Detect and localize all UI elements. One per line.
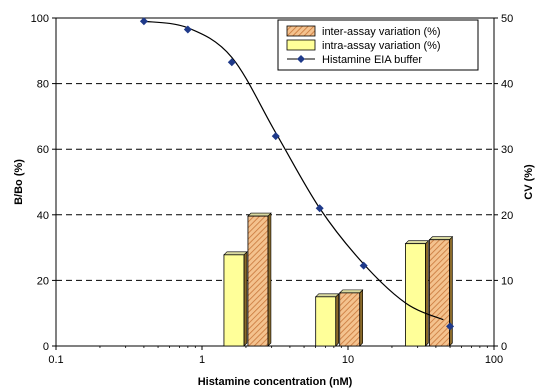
y-tick-label-100: 100 (31, 13, 49, 25)
y2-tick-label-10: 10 (501, 275, 513, 287)
bar-intra-1 (223, 254, 245, 347)
y-tick-label-0: 0 (43, 341, 49, 353)
bar-inter-1-side (267, 212, 272, 347)
series-point-3 (227, 58, 236, 67)
y2-axis-title: CV (%) (523, 164, 535, 200)
legend-label-intra: intra-assay variation (%) (322, 40, 441, 52)
x-axis-title: Histamine concentration (nM) (198, 376, 353, 388)
legend-label-line: Histamine EIA buffer (322, 54, 422, 66)
bar-intra-2-side (335, 293, 339, 347)
x-tick-label-0.1: 0.1 (48, 354, 63, 366)
bars (223, 212, 454, 347)
y2-tick-label-50: 50 (501, 13, 513, 25)
series-point-6 (359, 261, 368, 270)
legend-marker (297, 55, 305, 63)
series-point-2 (183, 25, 192, 34)
legend: inter-assay variation (%) intra-assay va… (277, 19, 479, 71)
bar-inter-1-top (247, 212, 272, 217)
x-tick-label-1: 1 (199, 354, 205, 366)
bar-intra-2-top (314, 293, 340, 298)
bar-intra-3-top (404, 240, 430, 244)
legend-swatch-intra (286, 39, 316, 51)
bar-intra-1-top (223, 251, 248, 256)
legend-swatch-inter (286, 25, 316, 37)
y-axis-title: B/Bo (%) (13, 159, 25, 205)
bar-intra-1-side (243, 251, 248, 347)
series-curve (143, 20, 444, 321)
bar-intra-3 (405, 243, 426, 347)
y-tick-label-20: 20 (37, 275, 49, 287)
y2-tick-label-0: 0 (501, 341, 507, 353)
x-tick-label-100: 100 (485, 354, 503, 366)
bar-inter-1 (247, 215, 269, 347)
y2-tick-label-40: 40 (501, 79, 513, 91)
legend-label-inter: inter-assay variation (%) (322, 26, 441, 38)
y-tick-label-80: 80 (37, 79, 49, 91)
series-point-7 (446, 322, 455, 331)
y2-tick-label-30: 30 (501, 144, 513, 156)
x-tick-label-10: 10 (342, 354, 354, 366)
bar-intra-2 (315, 296, 337, 347)
series-point-5 (315, 204, 324, 213)
bar-inter-3-top (428, 236, 454, 241)
series-point-4 (271, 132, 280, 141)
bar-inter-2-top (338, 289, 364, 294)
bar-inter-2-side (359, 289, 363, 347)
y-tick-label-60: 60 (37, 144, 49, 156)
y-tick-label-40: 40 (37, 210, 49, 222)
bar-inter-2 (339, 292, 361, 347)
bar-inter-3 (429, 239, 450, 347)
bar-intra-3-side (425, 239, 429, 347)
y2-tick-label-20: 20 (501, 210, 513, 222)
series-point-1 (139, 17, 148, 26)
series-line (139, 17, 455, 331)
